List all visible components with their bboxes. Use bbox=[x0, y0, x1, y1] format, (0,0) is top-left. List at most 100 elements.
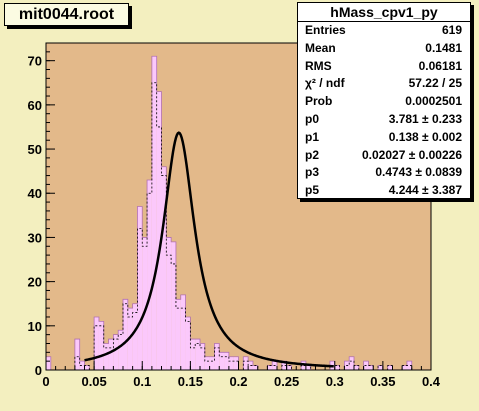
x-tick-label: 0.25 bbox=[274, 374, 299, 389]
stats-row: p0 3.781 ± 0.233 bbox=[298, 111, 470, 129]
stats-row: p3 0.4743 ± 0.0839 bbox=[298, 164, 470, 182]
histogram-dashed-outline bbox=[46, 82, 431, 371]
histogram-bar bbox=[84, 365, 90, 370]
histogram-bar bbox=[108, 339, 114, 370]
histogram-layer bbox=[45, 55, 431, 371]
histogram-bar bbox=[387, 365, 393, 370]
stats-rows: Entries 619 Mean 0.1481 RMS 0.06181 χ² / ndf 57… bbox=[298, 22, 470, 200]
histogram-bar bbox=[281, 361, 287, 370]
x-tick-label: 0.35 bbox=[370, 374, 395, 389]
axes-layer: 0 0.05 0.1 0.15 0.2 0.25 0.3 0.35 0.4 0 10 20 30 40 50… bbox=[28, 43, 441, 389]
y-tick-label: 0 bbox=[35, 363, 42, 378]
histogram-bar bbox=[378, 365, 383, 370]
stats-row-value: 0.0002501 bbox=[405, 94, 462, 109]
stats-row-label: p3 bbox=[305, 165, 320, 180]
stats-row-value: 619 bbox=[441, 23, 462, 37]
stats-row: p5 4.244 ± 3.387 bbox=[298, 182, 470, 200]
histogram-bar bbox=[334, 365, 340, 370]
histogram-bar bbox=[354, 365, 359, 370]
y-tick-label: 60 bbox=[28, 98, 42, 113]
histogram-bar bbox=[243, 356, 249, 370]
stats-row-label: RMS bbox=[305, 58, 332, 73]
x-tick-label: 0.3 bbox=[326, 374, 344, 389]
stats-row-label: p5 bbox=[305, 183, 320, 198]
stats-box: hMass_cpv1_py Entries 619 Mean 0.1481 RMS 0.0… bbox=[297, 2, 471, 199]
histogram-bar bbox=[190, 339, 196, 370]
histogram-bar bbox=[171, 241, 176, 370]
x-tick-label: 0.4 bbox=[422, 374, 441, 389]
file-title-label: mit0044.root bbox=[4, 3, 129, 26]
histogram-bar bbox=[123, 299, 128, 370]
histogram-bar bbox=[267, 365, 273, 370]
histogram-bar bbox=[368, 365, 374, 370]
histogram-bar bbox=[209, 356, 215, 370]
y-tick-label: 10 bbox=[28, 319, 42, 334]
histogram-bar bbox=[224, 352, 229, 370]
histogram-bar bbox=[132, 303, 138, 370]
histogram-bar bbox=[151, 56, 157, 371]
stats-row: χ² / ndf 57.22 / 25 bbox=[298, 75, 470, 93]
histogram-bar bbox=[406, 361, 412, 370]
stats-row: p2 0.02027 ± 0.00226 bbox=[298, 147, 470, 165]
histogram-bar bbox=[204, 356, 210, 370]
x-tick-label: 0.05 bbox=[81, 374, 106, 389]
stats-row-value: 4.244 ± 3.387 bbox=[388, 183, 462, 198]
histogram-bar bbox=[214, 343, 220, 370]
histogram-bar bbox=[233, 356, 239, 370]
histogram-bar bbox=[127, 308, 133, 370]
histogram-bar bbox=[118, 330, 123, 370]
histogram-bar bbox=[402, 365, 407, 370]
stats-row-value: 57.22 / 25 bbox=[408, 76, 462, 91]
histogram-bar bbox=[103, 343, 109, 370]
stats-row-label: Prob bbox=[305, 94, 333, 109]
stats-row-value: 0.138 ± 0.002 bbox=[388, 129, 462, 144]
stats-row: RMS 0.06181 bbox=[298, 58, 470, 76]
stats-row-value: 0.1481 bbox=[425, 40, 462, 55]
stats-row-label: χ² / ndf bbox=[305, 76, 345, 91]
stats-row-value: 0.06181 bbox=[418, 58, 462, 73]
stats-row-value: 3.781 ± 0.233 bbox=[388, 111, 462, 126]
histogram-bar bbox=[180, 294, 186, 370]
histogram-bar bbox=[142, 237, 148, 370]
histogram-bar bbox=[185, 316, 191, 370]
stats-row-label: p2 bbox=[305, 147, 320, 162]
stats-row-label: p0 bbox=[305, 111, 320, 126]
histogram-bar bbox=[219, 352, 225, 370]
histogram-bar bbox=[137, 206, 143, 370]
stats-row: p1 0.138 ± 0.002 bbox=[298, 129, 470, 147]
histogram-bar bbox=[147, 179, 152, 370]
histogram-bar bbox=[161, 166, 167, 370]
histogram-bar bbox=[113, 334, 119, 370]
histogram-bar bbox=[79, 361, 85, 370]
y-tick-label: 50 bbox=[28, 142, 42, 157]
histogram-bar bbox=[286, 365, 292, 370]
stats-row: Mean 0.1481 bbox=[298, 40, 470, 58]
x-tick-label: 0.1 bbox=[133, 374, 151, 389]
histogram-bar bbox=[98, 321, 104, 370]
y-tick-label: 70 bbox=[28, 54, 42, 69]
stats-row-label: p1 bbox=[305, 129, 320, 144]
histogram-bar bbox=[195, 339, 200, 370]
histogram-bar bbox=[200, 343, 205, 370]
histogram-bar bbox=[228, 356, 234, 370]
x-tick-label: 0 bbox=[42, 374, 49, 389]
histogram-bar bbox=[94, 316, 99, 370]
histogram-bar bbox=[301, 361, 306, 370]
y-tick-label: 40 bbox=[28, 186, 42, 201]
x-tick-label: 0.2 bbox=[229, 374, 247, 389]
stats-row: Prob 0.0002501 bbox=[298, 93, 470, 111]
histogram-bar bbox=[252, 365, 258, 370]
stats-row-value: 0.4743 ± 0.0839 bbox=[375, 165, 462, 180]
stats-row-value: 0.02027 ± 0.00226 bbox=[361, 147, 462, 162]
stats-row: Entries 619 bbox=[298, 22, 470, 40]
histogram-bar bbox=[305, 365, 311, 370]
histogram-bar bbox=[156, 91, 162, 371]
histogram-bar bbox=[166, 237, 172, 370]
stats-title: hMass_cpv1_py bbox=[298, 3, 470, 22]
x-tick-label: 0.15 bbox=[178, 374, 203, 389]
stats-row-label: Entries bbox=[305, 23, 346, 37]
fit-curve bbox=[84, 131, 334, 368]
stats-row-label: Mean bbox=[305, 40, 336, 55]
fit-curve-layer bbox=[84, 131, 334, 368]
histogram-bar bbox=[175, 299, 181, 370]
